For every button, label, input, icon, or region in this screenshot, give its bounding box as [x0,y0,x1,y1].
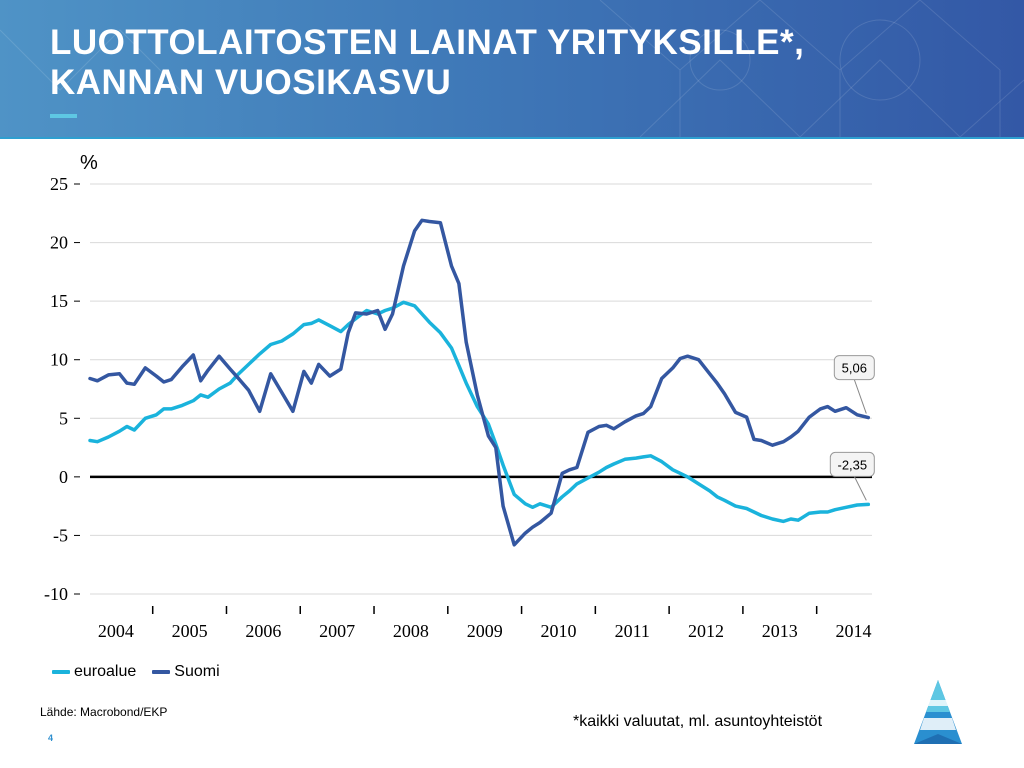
callout-box-0 [833,355,875,381]
x-tick-label-2010: 2010 [540,621,576,641]
y-tick-label-25: 25 [50,174,68,194]
x-tick-label-2014: 2014 [836,621,872,641]
title-underline [50,114,77,118]
axis-layer: % 25 20 15 10 5 0 -5 -10 2004 2005 2006 2007 2008 2009… [44,152,872,641]
x-tick-label-2009: 2009 [467,621,503,641]
x-tick-label-2012: 2012 [688,621,724,641]
callout-label-0: 5,06 [842,361,867,376]
x-tick-label-2004: 2004 [98,621,134,641]
y-tick-label--10: -10 [44,584,68,604]
page-number: 4 [48,733,54,743]
annotation-layer: 5,06 -2,35 [829,355,875,501]
y-axis-unit-label: % [80,152,98,174]
source-text: Lähde: Macrobond/EKP [40,705,168,719]
header-border [0,137,1024,139]
legend-swatch-euroalue [52,670,70,674]
line-chart: % 25 20 15 10 5 0 -5 -10 2004 2005 2006 2007 2008 2009… [44,152,875,641]
legend-item-euroalue: euroalue [52,663,136,681]
page-title-line-1: LUOTTOLAITOSTEN LAINAT YRITYKSILLE*, [50,23,805,62]
legend-swatch-suomi [152,670,171,674]
callout-pointer-1 [853,476,867,501]
y-tick-label-0: 0 [59,467,68,487]
callout-label-1: -2,35 [837,457,867,472]
page-title-line-2: KANNAN VUOSIKASVU [50,63,452,102]
y-tick-label-5: 5 [59,408,68,428]
y-tick-label--5: -5 [53,525,68,545]
legend-item-suomi: Suomi [152,663,220,681]
x-tick-label-2008: 2008 [393,621,429,641]
company-logo-icon [914,680,962,744]
footnote-text: *kaikki valuutat, ml. asuntoyhteistöt [573,713,823,730]
callout-pointer-0 [853,379,867,414]
y-tick-label-15: 15 [50,291,68,311]
grid-layer [90,183,872,595]
legend-label-euroalue: euroalue [74,663,137,680]
series-line-euroalue [88,300,871,524]
chart-legend: euroalue Suomi [52,663,236,681]
x-tick-label-2006: 2006 [245,621,281,641]
series-layer [88,218,871,547]
legend-label-suomi: Suomi [174,663,220,680]
y-tick-label-20: 20 [50,233,68,253]
x-tick-label-2011: 2011 [615,621,650,641]
x-tick-label-2013: 2013 [762,621,798,641]
callout-box-1 [829,451,875,477]
x-tick-label-2005: 2005 [172,621,208,641]
header-pattern [0,0,1024,137]
y-tick-label-10: 10 [50,350,68,370]
x-tick-label-2007: 2007 [319,621,355,641]
slide-header: LUOTTOLAITOSTEN LAINAT YRITYKSILLE*, KAN… [0,0,1024,137]
series-line-suomi [88,218,871,547]
